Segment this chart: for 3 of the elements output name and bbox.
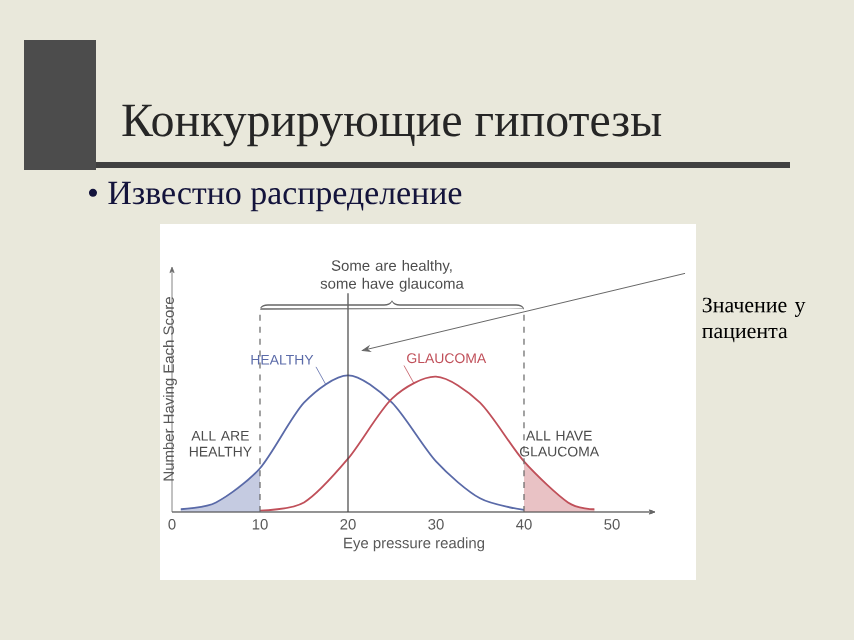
chart-subtitle: • Известно распределение [88, 181, 462, 212]
text: Значение у пациента [702, 297, 806, 343]
chart-title: Конкурирующие гипотезы [122, 104, 662, 147]
